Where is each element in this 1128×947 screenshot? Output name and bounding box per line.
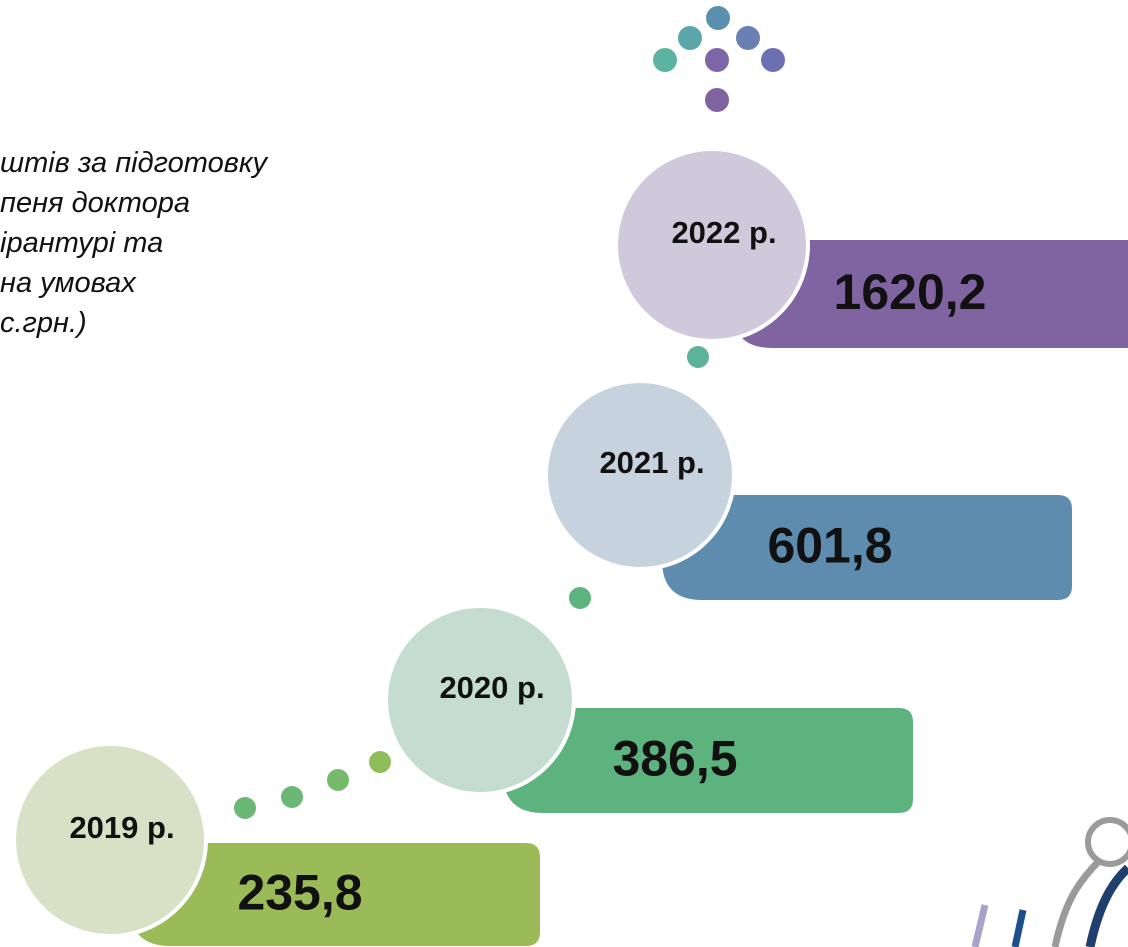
title-line: на умовах: [0, 267, 137, 299]
year-label: 2020 р.: [439, 670, 544, 705]
decor-lines: [971, 817, 1128, 947]
title-line: пеня доктора: [0, 187, 190, 219]
value-box: [732, 240, 1128, 348]
year-label: 2021 р.: [599, 445, 704, 480]
timeline-item: 2022 р. 1620,2: [614, 147, 1128, 348]
title-line: ірантурі та: [0, 227, 163, 259]
value-label: 386,5: [612, 731, 737, 787]
value-label: 235,8: [237, 865, 362, 921]
title-line: с.грн.): [0, 307, 87, 339]
title: штів за підготовку пеня доктора ірантурі т…: [0, 147, 269, 339]
timeline-item: 2020 р. 386,5: [384, 604, 913, 813]
year-circle: [12, 742, 208, 938]
timeline-item: 2019 р. 235,8: [12, 742, 540, 946]
timeline: 2019 р. 235,8 2020 р. 386,5 2021 р. 601,8 2022…: [12, 147, 1128, 946]
year-circle: [614, 147, 810, 343]
year-circle: [544, 379, 736, 571]
timeline-item: 2021 р. 601,8: [544, 379, 1072, 600]
year-label: 2022 р.: [671, 215, 776, 250]
decor-dots: [234, 6, 785, 819]
year-label: 2019 р.: [69, 810, 174, 845]
value-box: [130, 843, 540, 946]
value-label: 1620,2: [834, 264, 987, 320]
title-line: штів за підготовку: [0, 147, 269, 179]
value-box: [662, 495, 1072, 600]
value-label: 601,8: [767, 518, 892, 574]
year-circle: [384, 604, 576, 796]
value-box: [503, 708, 913, 813]
